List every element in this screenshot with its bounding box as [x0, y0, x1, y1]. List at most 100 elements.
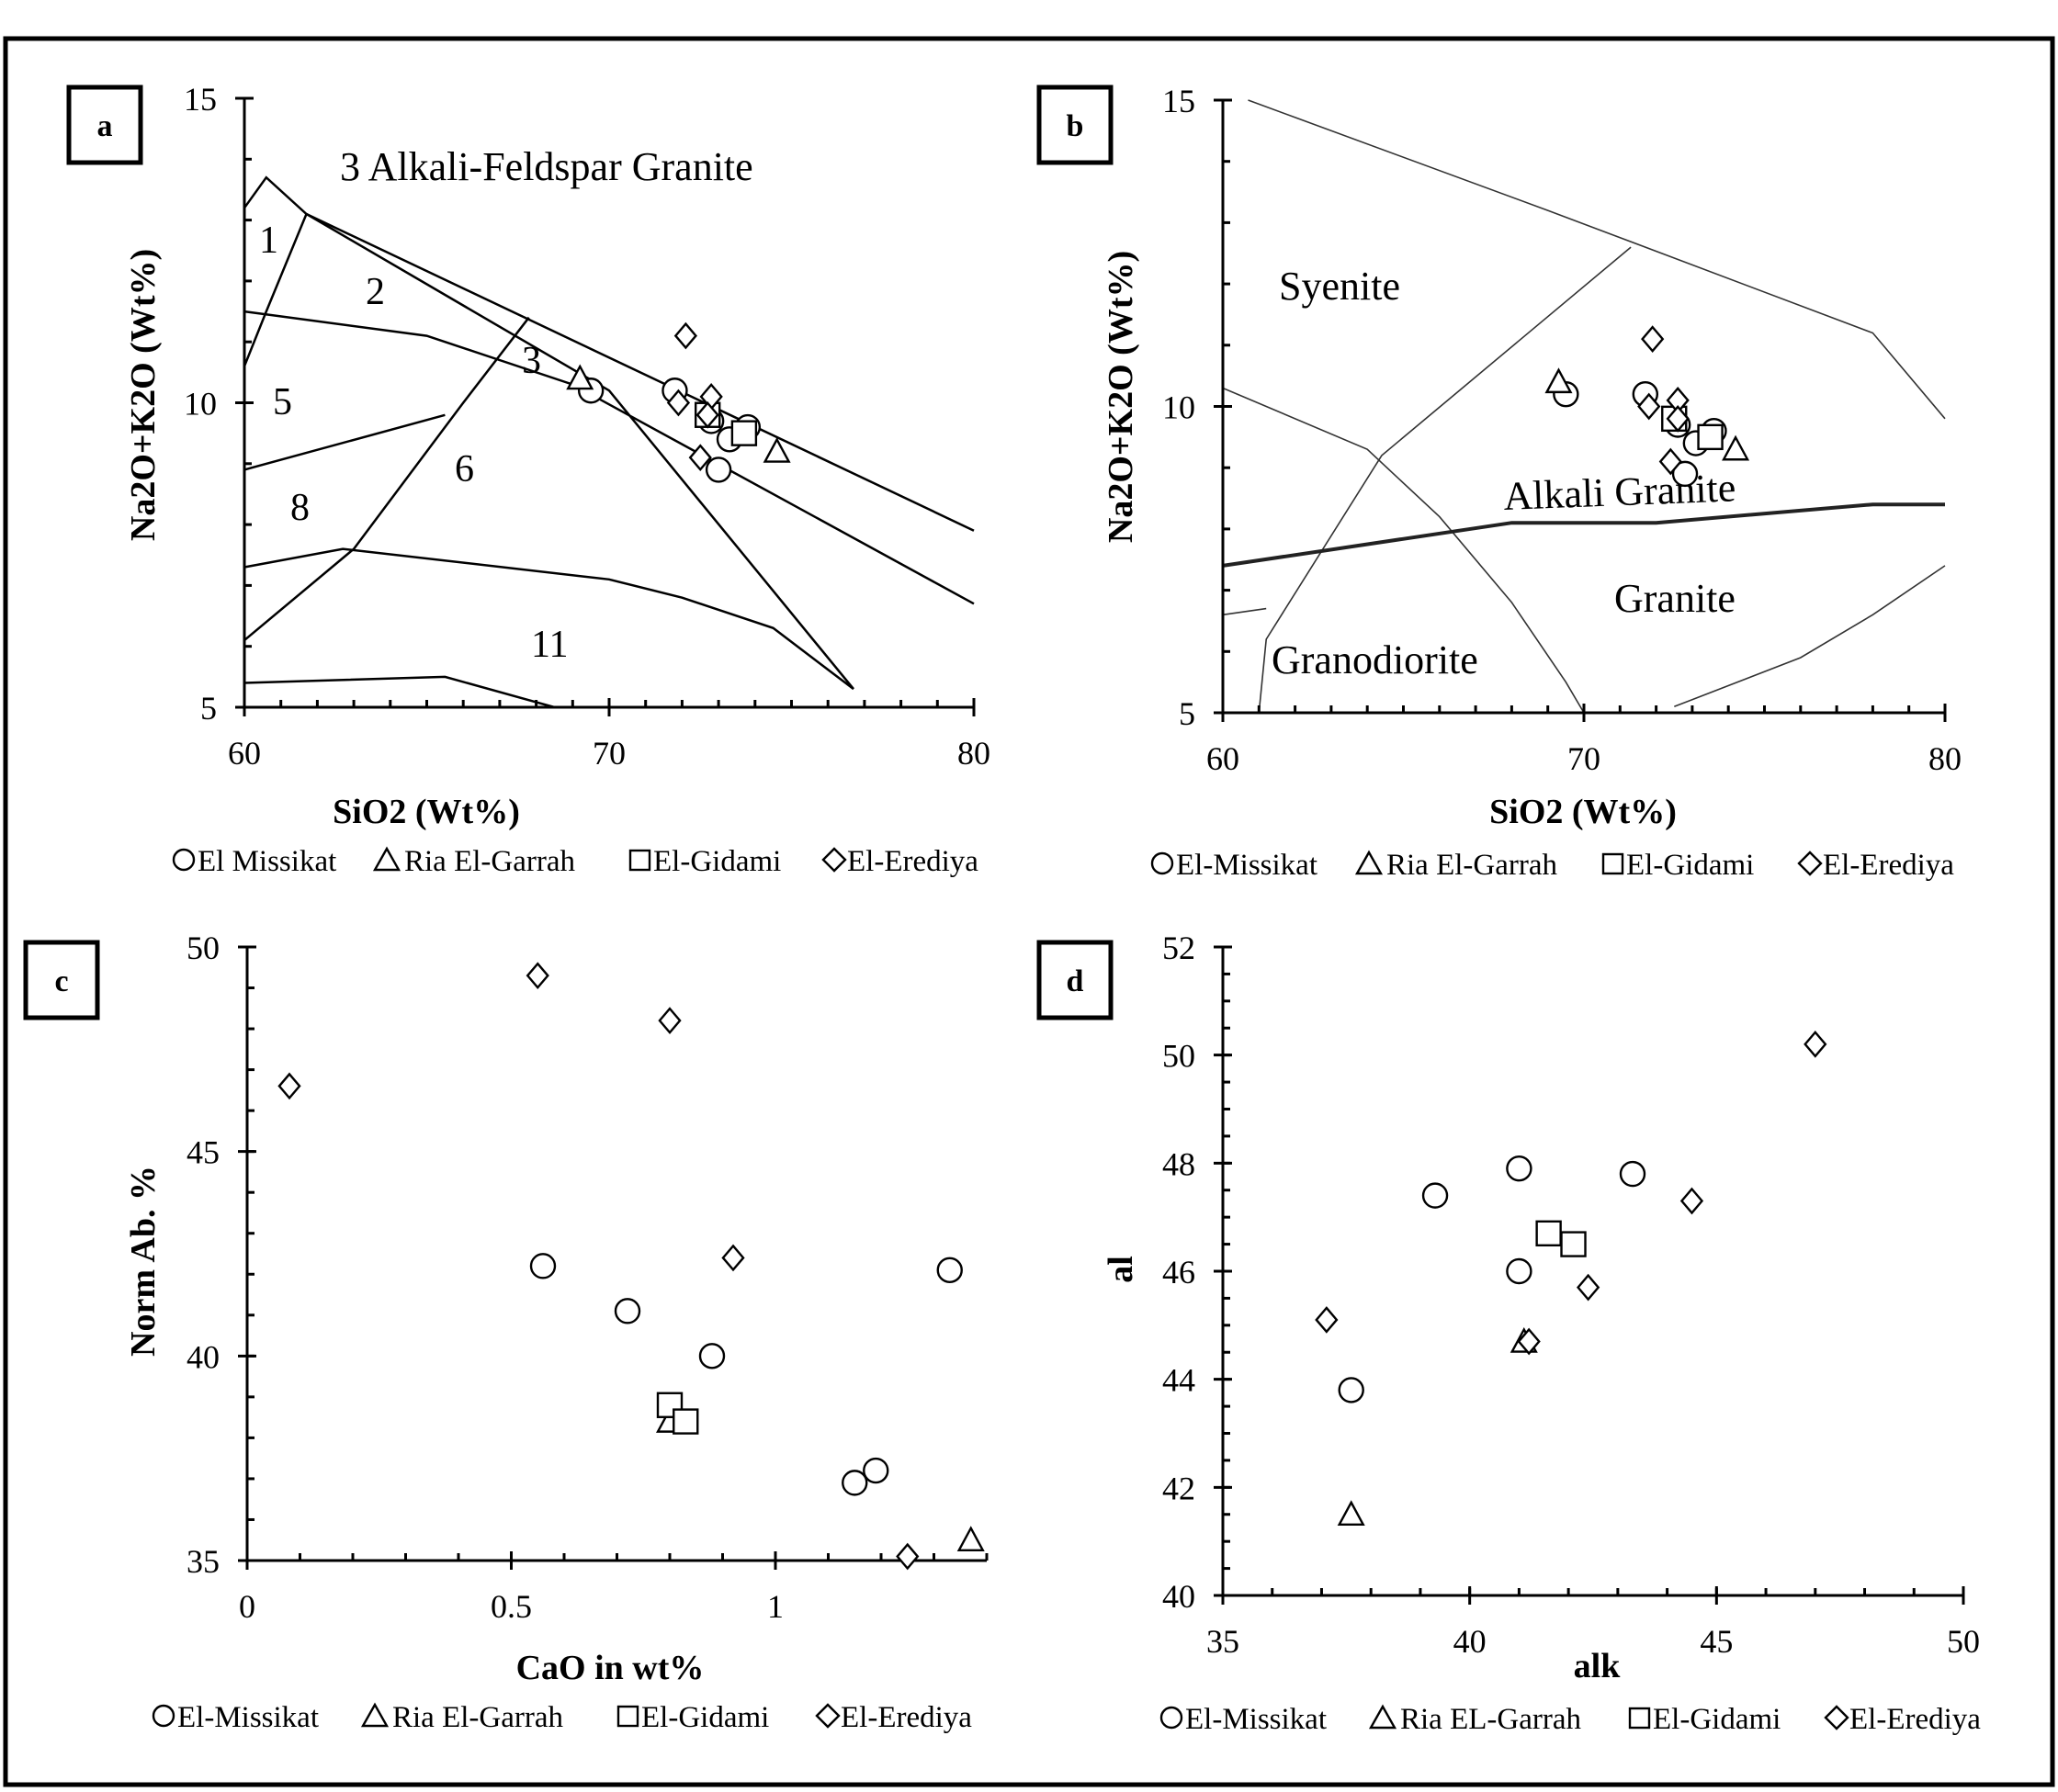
- legend-entry: El Missikat: [198, 845, 336, 878]
- data-point-circle: [842, 1470, 868, 1496]
- data-point-circle: [705, 456, 732, 483]
- x-tick-label: 60: [228, 735, 261, 772]
- data-point-triangle: [956, 1526, 985, 1551]
- field-boundary-line: [243, 213, 308, 367]
- data-point-circle: [1671, 460, 1699, 488]
- panel-b: b 60 70 80 5 10 15 Syenite Alkali Granite Gra…: [1036, 83, 1962, 882]
- panel-b-label: b: [1067, 109, 1084, 143]
- field-label-2: 2: [366, 271, 385, 313]
- data-point-circle: [1506, 1155, 1532, 1182]
- data-point-triangle: [1544, 367, 1573, 394]
- legend-marker-circle: [1150, 851, 1174, 875]
- panel-a-legend: El Missikat Ria El-Garrah El-Gidami El-E…: [172, 845, 978, 878]
- data-point-circle: [1619, 1160, 1646, 1188]
- field-boundary-line: [305, 212, 975, 532]
- panel-c-label: c: [54, 964, 68, 998]
- legend-marker-diamond: [821, 847, 847, 873]
- panel-d-label: d: [1067, 964, 1084, 998]
- y-tick-label: 5: [1179, 695, 1195, 732]
- data-point-square: [730, 420, 758, 446]
- data-point-circle: [1506, 1257, 1532, 1285]
- data-point-circle: [529, 1253, 557, 1279]
- y-tick-label: 35: [187, 1543, 220, 1580]
- panel-c-axes: 0 0.5 1 35 40 45 50: [187, 930, 989, 1625]
- y-tick-label: 40: [187, 1338, 220, 1375]
- data-point-diamond: [1637, 392, 1661, 421]
- panel-c: c 0 0.5 1 35 40 45 50 CaO in wt% Norm Ab. % El…: [23, 930, 989, 1734]
- panel-a-x-axis-title: SiO2 (Wt%): [333, 793, 520, 831]
- panel-b-axes: 60 70 80 5 10 15: [1162, 83, 1962, 777]
- legend-marker-triangle: [360, 1702, 390, 1728]
- panel-c-label-box: [23, 940, 100, 1020]
- data-point-diamond: [1315, 1306, 1339, 1334]
- legend-entry: El-Erediya: [1823, 849, 1954, 882]
- legend-entry: El-Erediya: [1849, 1703, 1981, 1736]
- data-point-square: [1535, 1220, 1562, 1247]
- field-label-granite: Granite: [1614, 576, 1736, 621]
- legend-marker-square: [1628, 1707, 1651, 1730]
- field-boundary-line: [243, 316, 530, 642]
- field-label-5: 5: [273, 381, 292, 423]
- legend-marker-triangle: [1368, 1704, 1397, 1730]
- data-point-triangle: [1722, 434, 1750, 461]
- data-point-triangle: [763, 437, 791, 463]
- x-tick-label: 45: [1700, 1623, 1733, 1660]
- legend-entry: El-Missikat: [1176, 849, 1317, 882]
- y-tick-label: 52: [1162, 930, 1195, 966]
- data-point-diamond: [695, 400, 719, 429]
- data-point-circle: [863, 1457, 889, 1484]
- panel-c-x-axis-title: CaO in wt%: [516, 1649, 705, 1687]
- x-tick-label: 35: [1206, 1623, 1239, 1660]
- x-tick-label: 40: [1453, 1623, 1487, 1660]
- data-point-diamond: [1577, 1273, 1600, 1302]
- panel-b-label-box: [1036, 85, 1114, 165]
- data-point-square: [1560, 1231, 1587, 1257]
- data-point-diamond: [1666, 404, 1690, 433]
- legend-entry: El-Missikat: [1185, 1703, 1327, 1736]
- y-tick-label: 48: [1162, 1145, 1195, 1182]
- y-tick-label: 10: [1162, 389, 1195, 426]
- legend-marker-diamond: [815, 1703, 841, 1729]
- field-label-alkali-feldspar-granite: 3 Alkali-Feldspar Granite: [340, 144, 753, 189]
- y-tick-label: 44: [1162, 1362, 1195, 1399]
- data-point-square: [1697, 423, 1724, 451]
- panel-c-y-axis-title: Norm Ab. %: [124, 1166, 163, 1357]
- data-point-diamond: [1641, 325, 1665, 353]
- field-label-3: 3: [522, 340, 541, 382]
- field-boundary-line: [243, 413, 446, 471]
- field-label-granodiorite: Granodiorite: [1272, 637, 1478, 682]
- legend-entry: Ria El-Garrah: [1386, 849, 1557, 882]
- panel-d-markers: [1315, 1031, 1827, 1527]
- field-boundary-line: [1248, 99, 1946, 420]
- panel-b-x-axis-title: SiO2 (Wt%): [1489, 793, 1677, 831]
- data-point-square: [673, 1408, 699, 1435]
- y-tick-label: 45: [187, 1134, 220, 1171]
- panel-b-markers: [1544, 325, 1750, 488]
- data-point-circle: [1338, 1377, 1364, 1403]
- field-label-alkali-granite: Alkali Granite: [1503, 465, 1737, 519]
- y-tick-label: 15: [184, 81, 217, 118]
- panel-b-legend: El-Missikat Ria El-Garrah El-Gidami El-E…: [1150, 849, 1954, 882]
- data-point-circle: [698, 1343, 726, 1369]
- data-point-diamond: [277, 1072, 301, 1100]
- field-label-syenite: Syenite: [1279, 264, 1400, 309]
- x-tick-label: 80: [957, 735, 990, 772]
- x-tick-label: 50: [1947, 1623, 1980, 1660]
- legend-marker-triangle: [372, 846, 401, 872]
- field-boundary-line: [243, 310, 975, 605]
- legend-marker-circle: [172, 848, 196, 872]
- panel-a-markers: [566, 321, 791, 483]
- legend-entry: Ria EL-Garrah: [1400, 1703, 1581, 1736]
- field-boundary-line: [243, 675, 555, 709]
- data-point-triangle: [566, 364, 594, 390]
- legend-marker-diamond: [1824, 1705, 1849, 1730]
- field-label-1: 1: [259, 220, 278, 262]
- y-tick-label: 10: [184, 386, 217, 423]
- panel-a-y-axis-title: Na2O+K2O (Wt%): [124, 249, 163, 541]
- data-point-diamond: [673, 321, 697, 350]
- legend-entry: El-Gidami: [653, 845, 781, 878]
- y-tick-label: 5: [200, 690, 217, 727]
- legend-marker-square: [616, 1705, 639, 1728]
- legend-entry: El-Missikat: [177, 1701, 319, 1734]
